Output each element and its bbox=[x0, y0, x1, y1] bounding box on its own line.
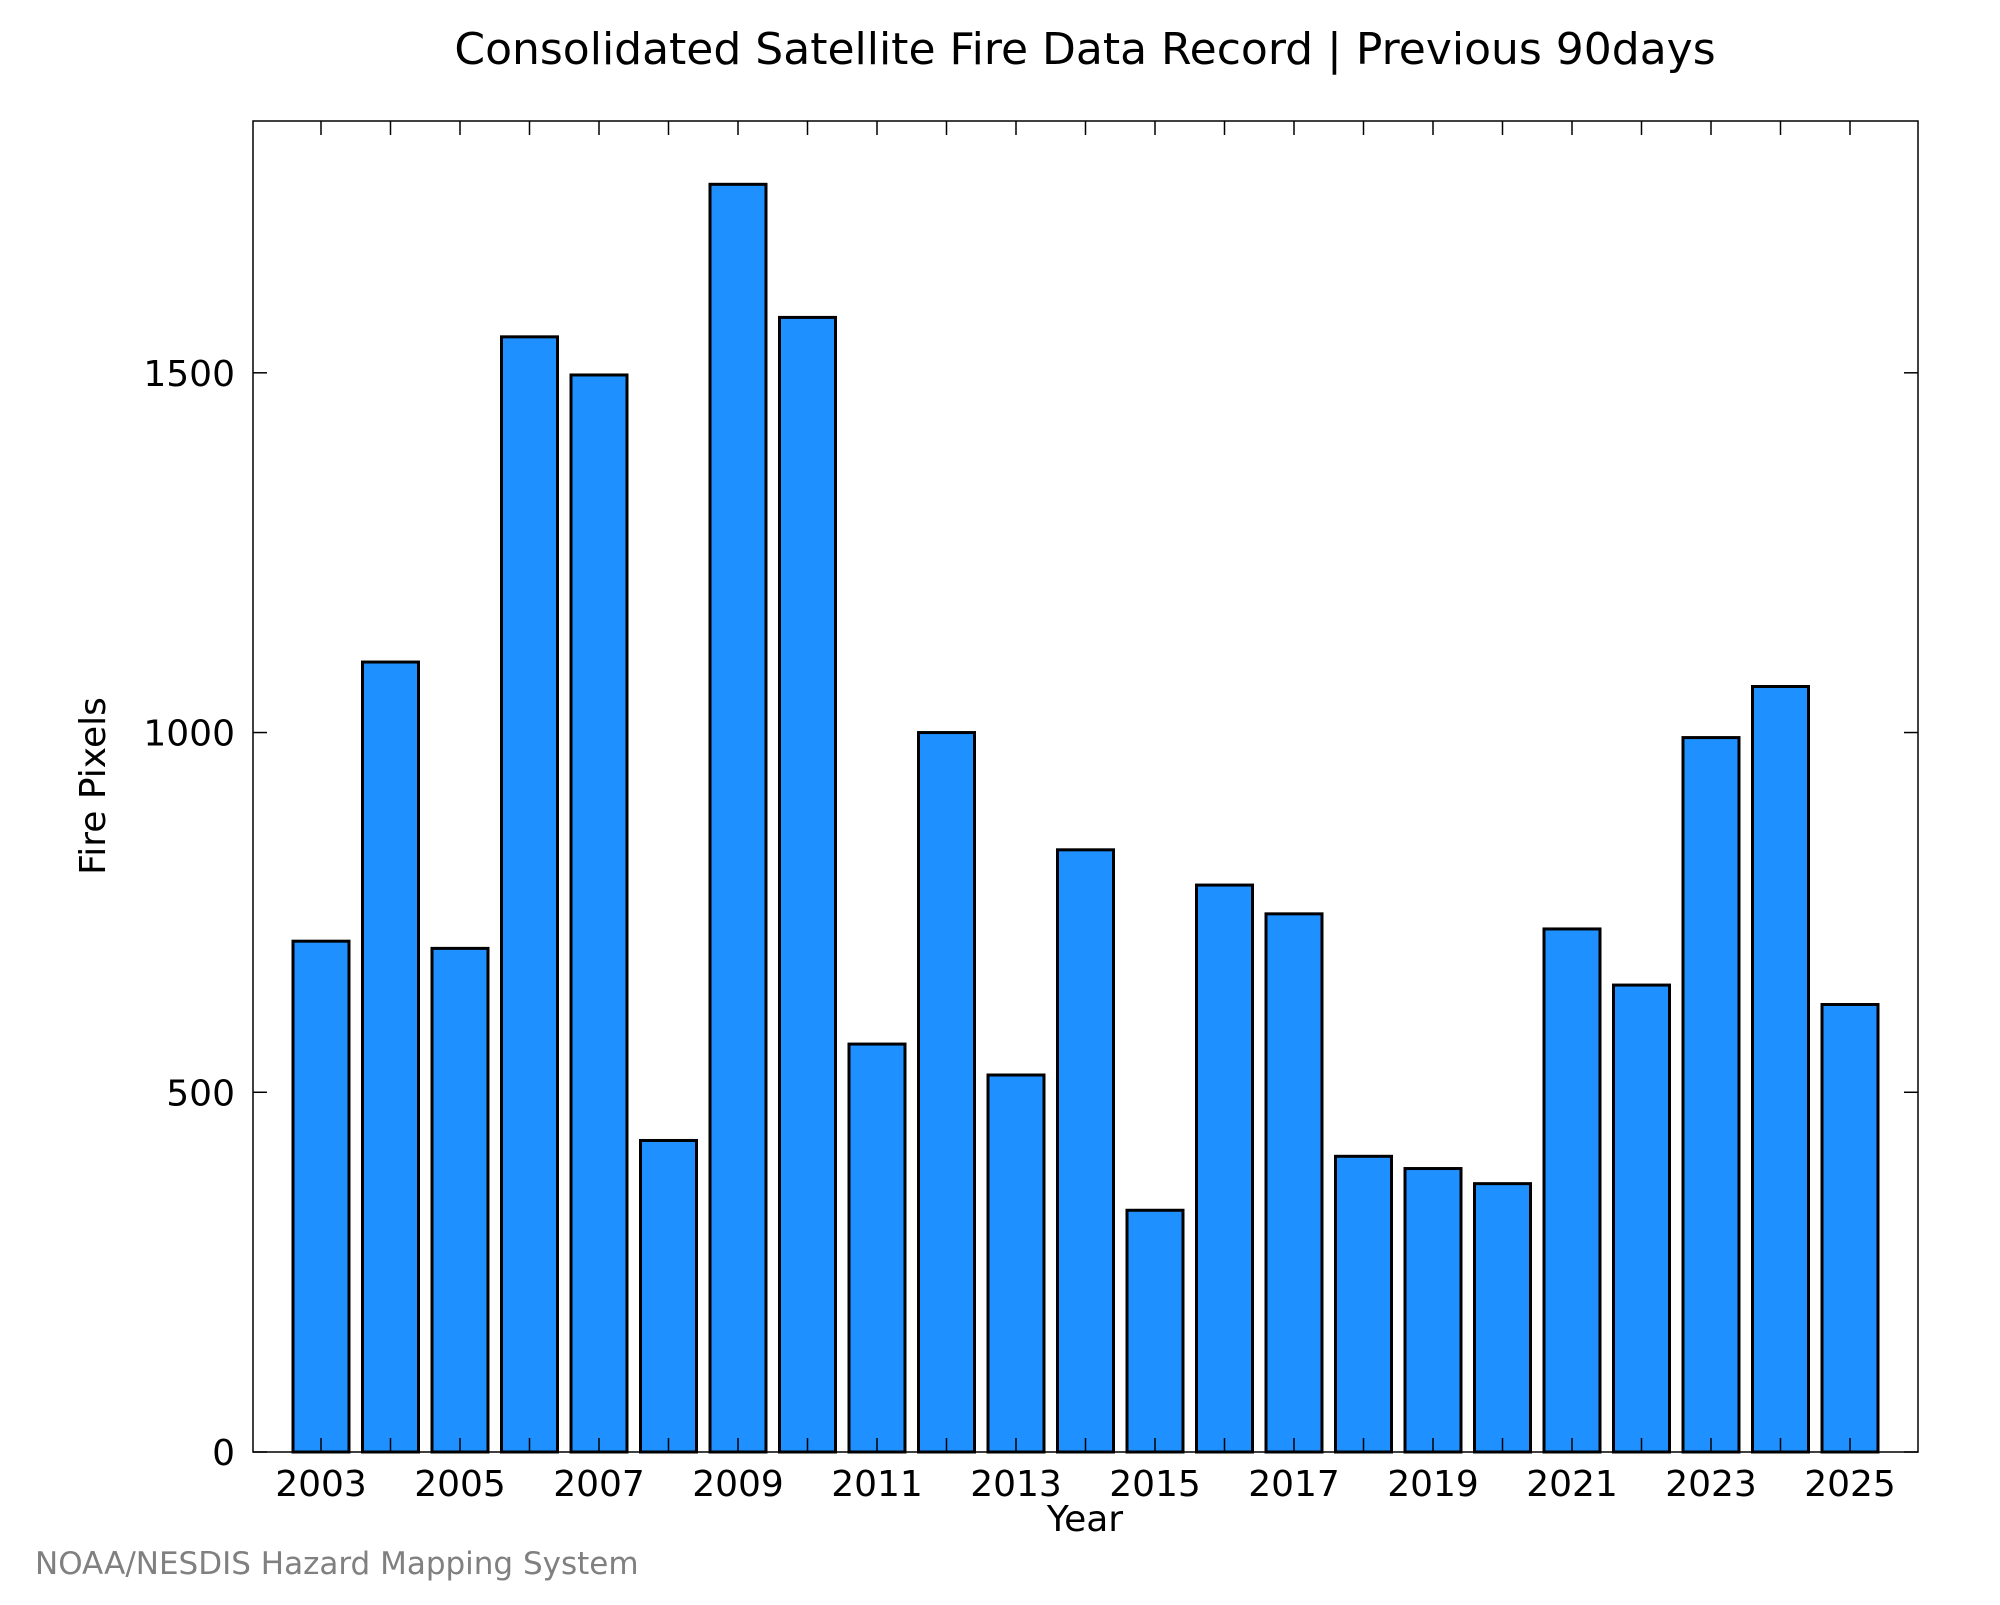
bar-2010 bbox=[778, 315, 837, 1454]
chart-title: Consolidated Satellite Fire Data Record … bbox=[454, 24, 1715, 75]
x-tick-label-2011: 2011 bbox=[831, 1464, 923, 1505]
x-axis-label: Year bbox=[1046, 1499, 1123, 1540]
x-tick-label-2009: 2009 bbox=[692, 1464, 784, 1505]
bar-2016 bbox=[1195, 883, 1254, 1454]
x-tick-label-2005: 2005 bbox=[414, 1464, 506, 1505]
y-tick-label-0: 0 bbox=[212, 1433, 235, 1474]
x-tick-label-2019: 2019 bbox=[1387, 1464, 1479, 1505]
source-credit: NOAA/NESDIS Hazard Mapping System bbox=[35, 1546, 639, 1582]
x-tick-label-2023: 2023 bbox=[1665, 1464, 1757, 1505]
bar-2003 bbox=[291, 939, 351, 1454]
bar-2007 bbox=[569, 373, 629, 1454]
x-tick-label-2007: 2007 bbox=[553, 1464, 645, 1505]
bar-2011 bbox=[847, 1042, 907, 1454]
x-tick-label-2003: 2003 bbox=[275, 1464, 367, 1505]
bar-2022 bbox=[1612, 983, 1671, 1454]
bar-2025 bbox=[1820, 1002, 1880, 1454]
y-axis-label: Fire Pixels bbox=[73, 697, 114, 875]
bar-2012 bbox=[917, 731, 976, 1454]
ticks-layer: 2003 2005 2007 2009 2011 2013 2015 2017 2019 2021… bbox=[143, 121, 1918, 1505]
bar-2004 bbox=[361, 660, 420, 1454]
x-tick-label-2021: 2021 bbox=[1526, 1464, 1618, 1505]
bar-2008 bbox=[639, 1138, 698, 1454]
bar-2006 bbox=[500, 335, 559, 1454]
bars-layer bbox=[291, 182, 1880, 1454]
y-tick-label-1500: 1500 bbox=[143, 354, 235, 395]
bar-2009 bbox=[708, 182, 768, 1454]
bar-2017 bbox=[1264, 912, 1324, 1454]
bar-2014 bbox=[1056, 848, 1115, 1454]
y-tick-label-1000: 1000 bbox=[143, 714, 235, 755]
bar-2015 bbox=[1125, 1208, 1185, 1454]
bar-2023 bbox=[1681, 736, 1741, 1454]
x-tick-label-2013: 2013 bbox=[970, 1464, 1062, 1505]
bar-2005 bbox=[430, 946, 490, 1454]
bar-2013 bbox=[986, 1073, 1046, 1454]
x-tick-label-2015: 2015 bbox=[1109, 1464, 1201, 1505]
bar-2020 bbox=[1473, 1182, 1532, 1454]
bar-2018 bbox=[1334, 1154, 1393, 1454]
x-tick-label-2025: 2025 bbox=[1804, 1464, 1896, 1505]
bar-2024 bbox=[1751, 684, 1810, 1454]
bar-2021 bbox=[1542, 927, 1602, 1454]
x-tick-label-2017: 2017 bbox=[1248, 1464, 1340, 1505]
bar-2019 bbox=[1403, 1167, 1463, 1454]
y-tick-label-500: 500 bbox=[166, 1073, 235, 1114]
plot-frame bbox=[252, 120, 1919, 1453]
